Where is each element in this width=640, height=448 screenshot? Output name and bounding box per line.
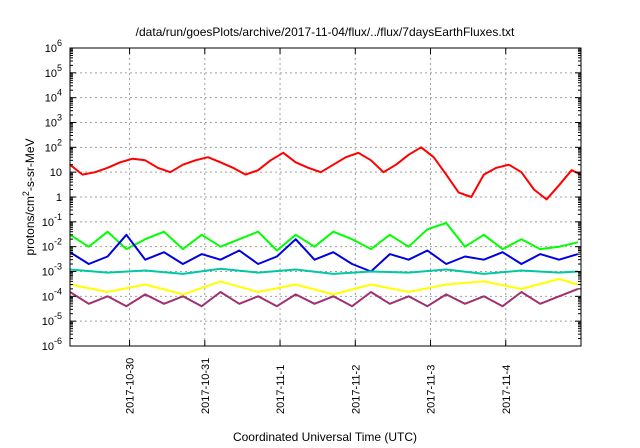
- y-axis: 10-6 10-5 10-4 10-3 10-2 10-1 1 10 102 103 104 105 1…: [42, 38, 581, 353]
- series-line-4: [69, 267, 578, 275]
- grid: [70, 48, 581, 346]
- x-tick-label: 2017-11-3: [426, 365, 438, 414]
- x-tick-label: 2017-10-30: [125, 358, 137, 414]
- series-line-6: [69, 287, 579, 308]
- x-tick-label: 2017-11-1: [275, 365, 287, 414]
- y-tick-label: 10-6: [42, 336, 62, 353]
- series-layer: [69, 146, 582, 308]
- series-line-5: [69, 278, 579, 296]
- y-tick-label: 10-1: [42, 212, 62, 229]
- y-tick-label: 10: [50, 167, 62, 179]
- y-tick-label: 1: [56, 192, 62, 204]
- x-tick-label: 2017-11-2: [350, 365, 362, 414]
- y-tick-label: 102: [45, 137, 62, 154]
- series-line-3: [69, 233, 579, 273]
- y-tick-label: 106: [45, 38, 62, 55]
- series-line-2: [69, 222, 579, 252]
- y-tick-label: 103: [45, 113, 62, 130]
- y-tick-label: 10-5: [42, 311, 62, 328]
- x-tick-label: 2017-10-31: [200, 358, 212, 414]
- chart-title: /data/run/goesPlots/archive/2017-11-04/f…: [136, 25, 515, 39]
- y-axis-label: protons/cm2-s-sr-MeV: [21, 138, 37, 255]
- x-axis-label: Coordinated Universal Time (UTC): [233, 430, 417, 444]
- y-tick-label: 104: [45, 88, 62, 105]
- x-axis: 2017-10-30 2017-10-31 2017-11-1 2017-11-2 20…: [125, 48, 513, 414]
- series-line-1: [69, 146, 582, 201]
- y-tick-label: 10-2: [42, 237, 62, 254]
- y-tick-label: 10-4: [42, 286, 62, 303]
- y-tick-label: 105: [45, 63, 62, 80]
- x-tick-label: 2017-11-4: [501, 365, 513, 414]
- y-tick-label: 10-3: [42, 262, 62, 279]
